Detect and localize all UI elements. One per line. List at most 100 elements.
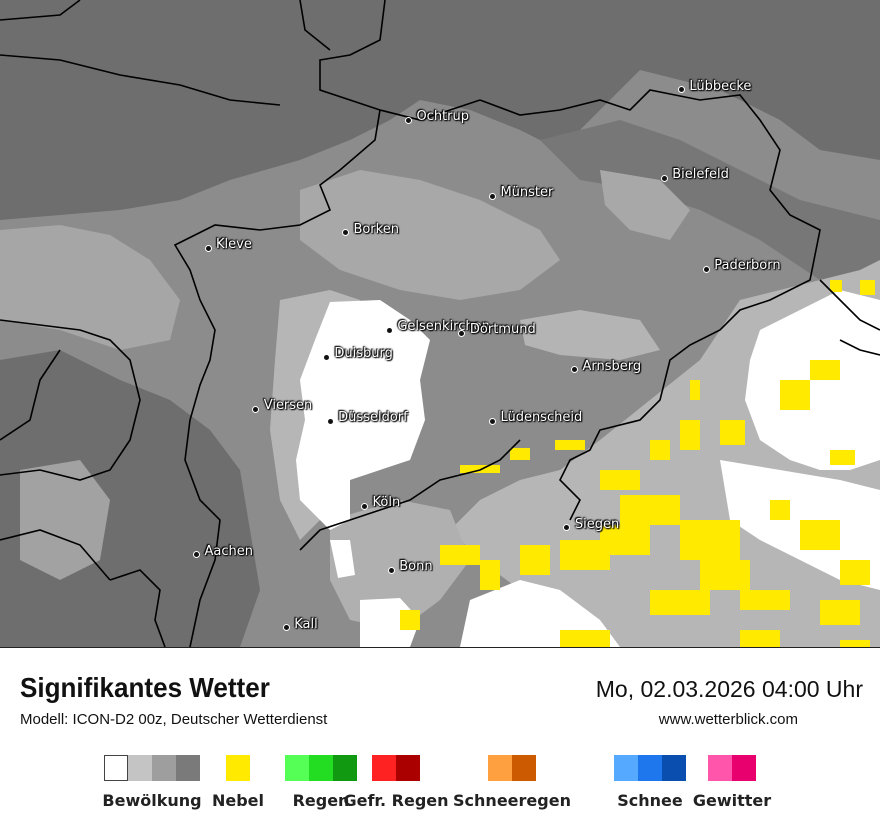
city-marker	[572, 367, 578, 373]
legend-group	[226, 755, 250, 781]
dark-cloud-area	[0, 0, 880, 220]
legend-group	[614, 755, 686, 781]
legend-label: Regen	[292, 791, 350, 810]
city-marker	[661, 175, 667, 181]
city-label: Duisburg	[334, 346, 393, 362]
legend-swatch	[638, 755, 662, 781]
city-marker	[362, 503, 368, 509]
country-border	[0, 319, 141, 481]
city-label: Kall	[294, 616, 318, 632]
light-cloud-area	[600, 170, 690, 240]
dark-cloud-area	[540, 120, 880, 280]
forecast-datetime: Mo, 02.03.2026 04:00 Uhr	[595, 676, 863, 702]
city-label: Münster	[500, 185, 554, 201]
city-label: Lübbecke	[689, 78, 752, 94]
legend-label: Bewölkung	[102, 791, 202, 810]
city-label: Viersen	[263, 398, 313, 414]
border-lines	[0, 0, 880, 647]
clear-sky-area	[330, 540, 355, 578]
state-border	[299, 439, 521, 551]
legend-group	[708, 755, 756, 781]
clear-sky-area	[296, 300, 430, 530]
country-border	[0, 349, 61, 441]
city-label: Borken	[353, 221, 399, 237]
light-cloud-area	[0, 225, 180, 350]
city-marker	[405, 117, 411, 123]
city-marker	[342, 230, 348, 236]
city-marker	[253, 406, 259, 412]
light-cloud-area	[300, 170, 560, 300]
city-marker	[386, 327, 392, 333]
city-label: Dortmund	[469, 322, 536, 338]
city-label: Aachen	[204, 543, 254, 559]
legend-group	[372, 755, 420, 781]
city-marker	[283, 625, 289, 631]
legend-swatch	[614, 755, 638, 781]
city-marker	[678, 87, 684, 93]
light-cloud-area	[20, 460, 110, 580]
city-label: Bonn	[399, 559, 433, 575]
country-border	[0, 0, 81, 21]
legend-swatch	[285, 755, 309, 781]
city-label: Köln	[372, 495, 401, 511]
city-label: Kleve	[216, 237, 252, 252]
fog-areas	[400, 280, 875, 647]
legend-label: Schneeregen	[453, 791, 571, 810]
city-marker	[388, 567, 394, 573]
legend-swatch	[488, 755, 512, 781]
state-border	[173, 0, 386, 647]
city-marker	[489, 418, 495, 424]
state-border	[819, 279, 880, 331]
city-label: Düsseldorf	[338, 410, 408, 426]
legend-swatch	[104, 755, 128, 781]
light-cloud-area	[520, 310, 660, 360]
website-link[interactable]: www.wetterblick.com	[658, 711, 798, 728]
city-label: Siegen	[574, 516, 620, 532]
country-border	[109, 569, 166, 647]
legend-swatch	[128, 755, 152, 781]
legend-group	[104, 755, 200, 781]
city-label: Lüdenscheid	[500, 410, 583, 426]
city-marker	[205, 245, 211, 251]
state-border	[0, 54, 281, 106]
city-label: Ochtrup	[416, 109, 469, 125]
city-marker	[489, 193, 495, 199]
map-canvas	[0, 0, 880, 647]
legend-swatch	[152, 755, 176, 781]
state-border	[299, 0, 331, 51]
legend-swatch	[396, 755, 420, 781]
city-marker	[459, 330, 465, 336]
legend-swatch	[176, 755, 200, 781]
legend-swatch	[372, 755, 396, 781]
map-footer: Signifikantes Wetter Modell: ICON-D2 00z…	[0, 648, 880, 830]
city-marker	[194, 552, 200, 558]
city-label: Arnsberg	[582, 358, 642, 374]
state-border	[379, 99, 481, 121]
city-marker	[703, 266, 709, 272]
city-marker	[564, 525, 570, 531]
city-marker	[323, 354, 329, 360]
city-label: Gelsenkirchen	[397, 319, 490, 335]
weather-map: Lübbecke Ochtrup Bielefeld Münster Borken Kle…	[0, 0, 880, 648]
legend-group	[488, 755, 536, 781]
legend-label: Nebel	[211, 791, 265, 810]
legend-swatch	[309, 755, 333, 781]
state-border	[479, 89, 821, 521]
city-marker	[327, 418, 333, 424]
legend-label: Gefr. Regen	[343, 791, 449, 810]
legend-swatch	[708, 755, 732, 781]
state-border	[839, 339, 880, 356]
legend-label: Gewitter	[692, 791, 772, 810]
legend-swatch	[333, 755, 357, 781]
legend-group	[285, 755, 357, 781]
light-cloud-area	[330, 500, 470, 630]
legend-swatch	[732, 755, 756, 781]
country-border	[0, 529, 111, 581]
model-subtitle: Modell: ICON-D2 00z, Deutscher Wetterdie…	[20, 711, 328, 728]
legend-swatch	[512, 755, 536, 781]
city-label: Bielefeld	[672, 167, 729, 183]
legend-swatch	[662, 755, 686, 781]
legend-swatch	[226, 755, 250, 781]
legend-label: Schnee	[617, 791, 683, 810]
page-title: Signifikantes Wetter	[20, 672, 270, 703]
